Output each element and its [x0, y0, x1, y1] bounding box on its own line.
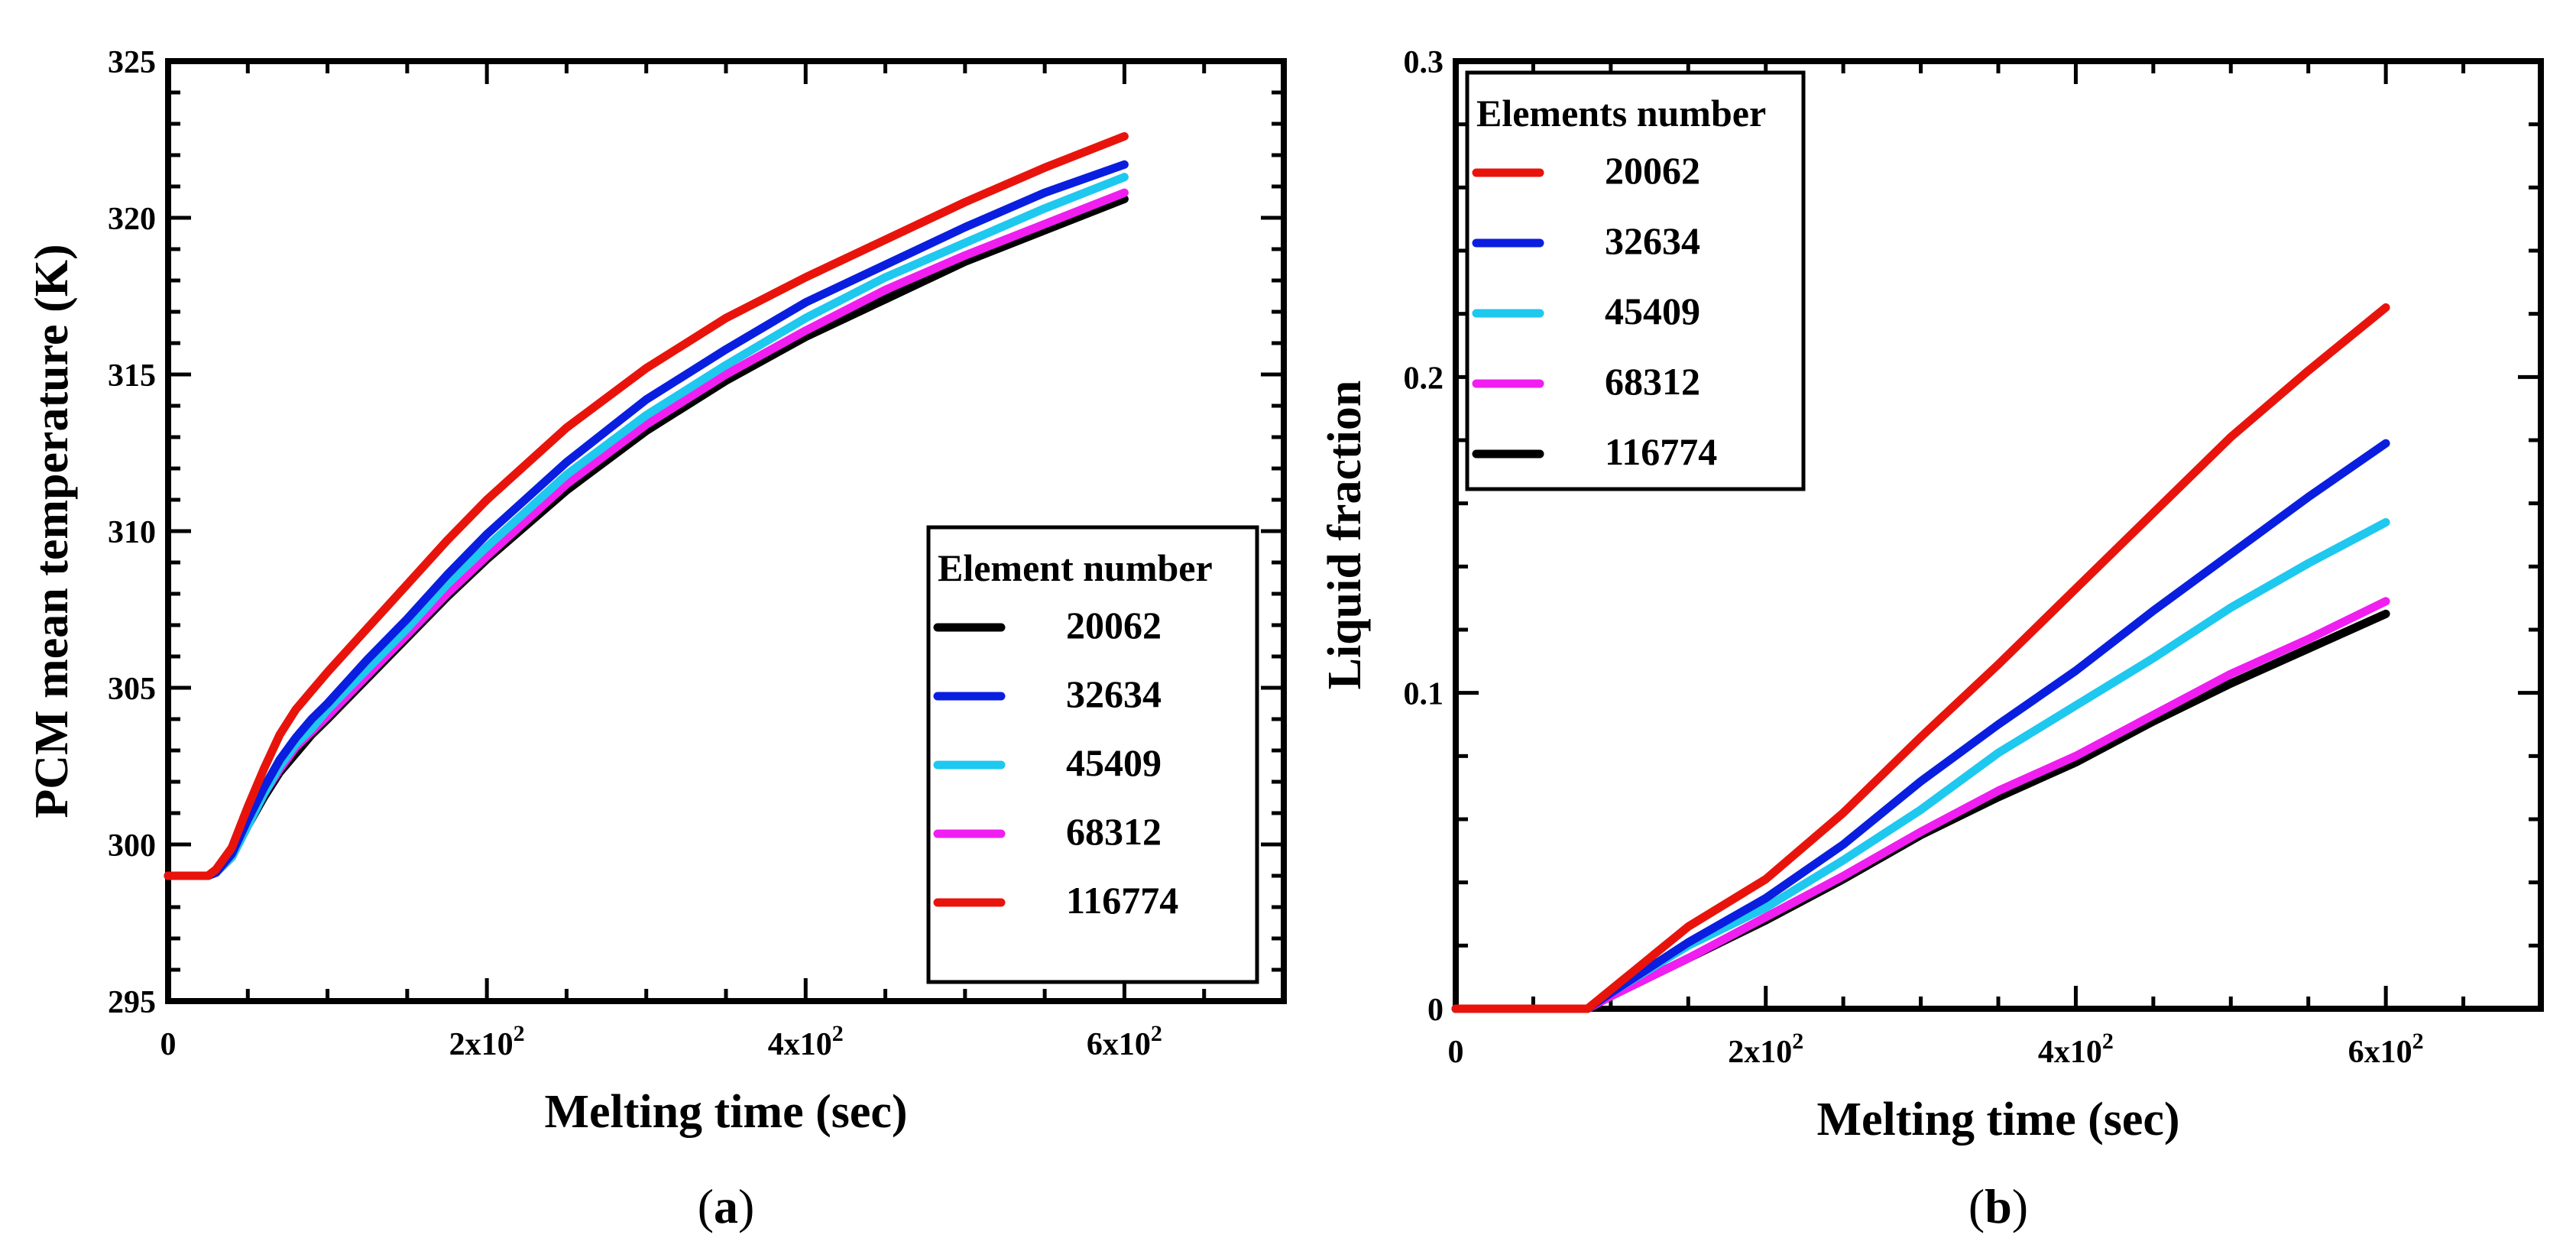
- panel-caption-a: (a): [698, 1179, 755, 1233]
- legend-label-20062: 20062: [1605, 149, 1700, 192]
- x-tick-label: 2x102: [449, 1021, 525, 1062]
- y-tick-label: 320: [108, 202, 156, 237]
- x-tick-exponent: 2: [514, 1021, 525, 1046]
- caption-letter: a: [714, 1179, 738, 1233]
- caption-letter: b: [1985, 1179, 2012, 1233]
- x-tick-exponent: 2: [1792, 1029, 1803, 1054]
- x-tick-label: 0: [1448, 1035, 1464, 1070]
- series-line-45409: [1451, 518, 2390, 1013]
- legend-label-20062: 20062: [1066, 604, 1162, 647]
- x-tick-label: 4x102: [2038, 1029, 2114, 1070]
- series-line-32634: [1451, 439, 2390, 1013]
- legend-title: Element number: [938, 546, 1213, 589]
- chart-b: 0 2x102 4x102 6x102 0 0.1 0.2 0.3 Melting time (…: [1319, 45, 2544, 1233]
- y-axis-title: PCM mean temperature (K): [26, 244, 78, 818]
- legend-label-45409: 45409: [1605, 290, 1700, 332]
- y-tick-label: 0.3: [1404, 45, 1444, 80]
- legend-label-45409: 45409: [1066, 741, 1162, 784]
- legend-label-32634: 32634: [1066, 672, 1162, 715]
- panel-caption-b: (b): [1968, 1179, 2028, 1233]
- series-line-116774: [164, 131, 1129, 880]
- x-tick-exponent: 2: [2412, 1029, 2424, 1054]
- caption-paren-close: ): [738, 1179, 754, 1233]
- chart-a: 0 2x102 4x102 6x102 295 300 305 310 315 320 325 Mel…: [26, 45, 1287, 1233]
- x-tick-label: 4x102: [768, 1021, 844, 1062]
- x-tick-exponent: 2: [1151, 1021, 1162, 1046]
- x-tick-label: 6x102: [2348, 1029, 2424, 1070]
- x-tick-exponent: 2: [832, 1021, 844, 1046]
- y-tick-label: 310: [108, 515, 156, 550]
- y-tick-label: 0.1: [1404, 677, 1444, 712]
- legend-label-32634: 32634: [1605, 219, 1700, 262]
- x-axis-title: Melting time (sec): [544, 1086, 907, 1138]
- y-tick-label: 0.2: [1404, 361, 1444, 396]
- legend-label-116774: 116774: [1066, 879, 1178, 922]
- x-axis-title: Melting time (sec): [1816, 1094, 2179, 1146]
- series-line-20062: [1451, 303, 2390, 1013]
- caption-paren-open: (: [698, 1179, 714, 1233]
- y-tick-label: 325: [108, 45, 156, 80]
- legend-box: [1465, 70, 1806, 491]
- y-axis-title: Liquid fraction: [1319, 381, 1371, 690]
- legend-title: Elements number: [1476, 92, 1766, 134]
- y-tick-label: 315: [108, 358, 156, 394]
- y-tick-label: 305: [108, 672, 156, 707]
- y-tick-label: 295: [108, 985, 156, 1020]
- y-tick-label: 300: [108, 828, 156, 864]
- caption-paren-open: (: [1968, 1179, 1985, 1233]
- x-tick-exponent: 2: [2102, 1029, 2114, 1054]
- legend-label-68312: 68312: [1605, 360, 1700, 403]
- x-tick-label: 6x102: [1087, 1021, 1162, 1062]
- x-tick-label: 2x102: [1728, 1029, 1803, 1070]
- caption-paren-close: ): [2012, 1179, 2028, 1233]
- x-tick-label: 0: [160, 1027, 177, 1062]
- legend-label-116774: 116774: [1605, 430, 1717, 473]
- y-tick-label: 0: [1427, 993, 1444, 1028]
- legend-label-68312: 68312: [1066, 810, 1162, 853]
